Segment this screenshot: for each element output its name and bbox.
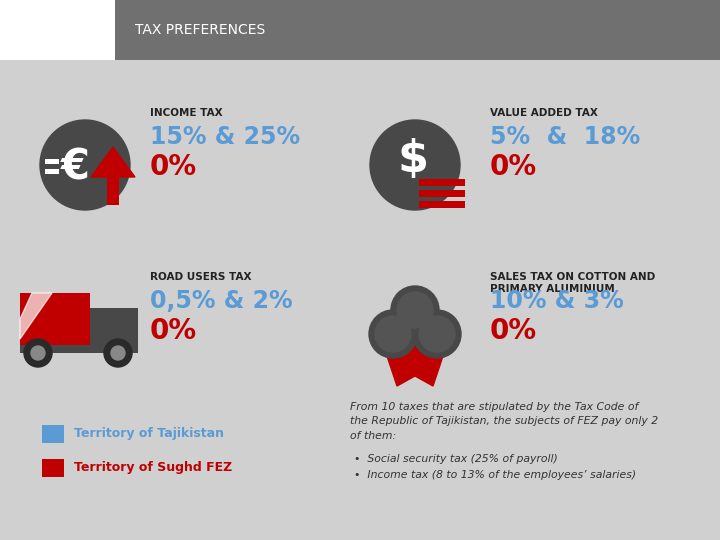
Bar — [45, 159, 59, 164]
Text: •  Income tax (8 to 13% of the employees’ salaries): • Income tax (8 to 13% of the employees’… — [354, 470, 636, 480]
Circle shape — [111, 346, 125, 360]
Bar — [20, 345, 138, 353]
Bar — [0, 0, 720, 60]
Bar — [419, 190, 465, 197]
Bar — [90, 308, 138, 345]
Circle shape — [24, 339, 52, 367]
Text: 0%: 0% — [490, 317, 537, 345]
Text: 0,5% & 2%: 0,5% & 2% — [150, 289, 292, 313]
Text: 0%: 0% — [490, 153, 537, 181]
Circle shape — [369, 310, 417, 358]
Text: $: $ — [397, 138, 428, 180]
Text: INCOME TAX: INCOME TAX — [150, 108, 222, 118]
Bar — [45, 169, 59, 174]
Polygon shape — [20, 293, 52, 339]
Bar — [42, 425, 64, 443]
Circle shape — [370, 120, 460, 210]
Text: Territory of Tajikistan: Territory of Tajikistan — [74, 428, 224, 441]
Circle shape — [413, 310, 461, 358]
Bar — [107, 177, 119, 205]
Circle shape — [104, 339, 132, 367]
Text: SALES TAX ON COTTON AND
PRIMARY ALUMINIUM: SALES TAX ON COTTON AND PRIMARY ALUMINIU… — [490, 272, 655, 294]
Text: €: € — [60, 146, 89, 188]
Text: •  Social security tax (25% of payroll): • Social security tax (25% of payroll) — [354, 454, 558, 464]
Circle shape — [391, 286, 439, 334]
Polygon shape — [387, 338, 443, 386]
Circle shape — [40, 120, 130, 210]
Text: Territory of Sughd FEZ: Territory of Sughd FEZ — [74, 462, 233, 475]
Text: 0%: 0% — [150, 317, 197, 345]
Bar — [419, 201, 465, 208]
Text: 15% & 25%: 15% & 25% — [150, 125, 300, 149]
Text: From 10 taxes that are stipulated by the Tax Code of
the Republic of Tajikistan,: From 10 taxes that are stipulated by the… — [350, 402, 658, 441]
Circle shape — [397, 292, 433, 328]
Bar — [42, 459, 64, 477]
Circle shape — [419, 316, 455, 352]
Circle shape — [375, 316, 411, 352]
Text: 5%  &  18%: 5% & 18% — [490, 125, 640, 149]
Text: ROAD USERS TAX: ROAD USERS TAX — [150, 272, 251, 282]
Text: 10% & 3%: 10% & 3% — [490, 289, 624, 313]
Circle shape — [31, 346, 45, 360]
Text: 0%: 0% — [150, 153, 197, 181]
Polygon shape — [91, 147, 135, 177]
Text: VALUE ADDED TAX: VALUE ADDED TAX — [490, 108, 598, 118]
Text: TAX PREFERENCES: TAX PREFERENCES — [135, 23, 265, 37]
Bar — [419, 179, 465, 186]
Bar — [0, 0, 115, 60]
Bar — [20, 293, 90, 345]
